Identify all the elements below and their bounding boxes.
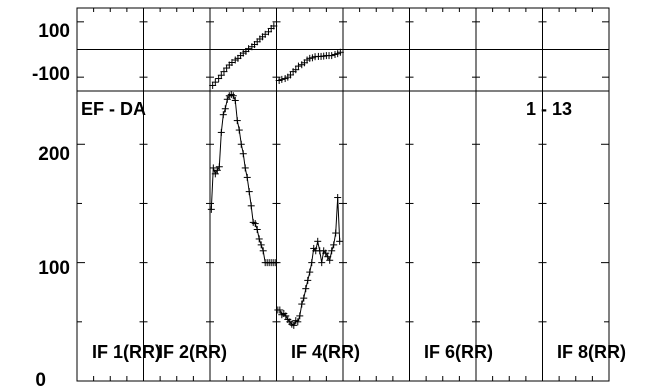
phase-point	[211, 78, 219, 86]
amplitude-line	[210, 94, 276, 264]
amplitude-y-axis: 200 100 0	[35, 144, 70, 388]
amplitude-point	[239, 150, 247, 158]
amplitude-point	[326, 256, 334, 264]
amplitude-point	[334, 194, 342, 202]
phase-point	[294, 62, 302, 70]
amplitude-point	[259, 247, 267, 255]
phase-series-1	[209, 22, 278, 89]
amplitude-point	[271, 259, 279, 267]
amplitude-point	[235, 126, 243, 134]
amplitude-point	[296, 312, 304, 320]
amplitude-point	[302, 285, 310, 293]
amplitude-point	[217, 128, 225, 136]
grid	[143, 8, 543, 381]
amplitude-point	[300, 294, 308, 302]
phase-point	[336, 48, 344, 56]
amplitude-point	[306, 268, 314, 276]
amplitude-point	[223, 95, 231, 103]
phase-point	[278, 75, 286, 83]
phase-ytick-label: -100	[32, 64, 70, 85]
amplitude-point	[229, 92, 237, 100]
phase-point	[292, 66, 300, 74]
amplitude-point	[304, 276, 312, 284]
amplitude-point	[257, 241, 265, 249]
amplitude-point	[241, 164, 249, 172]
amplitude-ytick-label: 100	[38, 258, 70, 279]
baseline-label: EF - DA	[81, 99, 146, 119]
amplitude-point	[282, 312, 290, 320]
amplitude-point	[245, 188, 253, 196]
amplitude-ytick-label: 200	[38, 144, 70, 165]
amplitude-point	[255, 235, 263, 243]
amplitude-point	[290, 321, 298, 329]
panel-label-if8: IF 8(RR)	[557, 342, 626, 362]
amplitude-point	[237, 140, 245, 148]
data-series	[207, 22, 344, 329]
amplitude-point	[314, 237, 322, 245]
panel-label-if4: IF 4(RR)	[291, 342, 360, 362]
amplitude-point	[324, 253, 332, 261]
phase-point	[270, 22, 278, 30]
amplitude-point	[332, 229, 340, 237]
amplitude-point	[336, 237, 344, 245]
amplitude-point	[207, 205, 215, 213]
phase-point	[217, 71, 225, 79]
amplitude-point	[233, 117, 241, 125]
phase-point	[220, 68, 228, 76]
phase-point	[328, 52, 336, 60]
phase-ytick-label: 100	[38, 21, 70, 42]
amplitude-point	[298, 300, 306, 308]
amplitude-line	[277, 197, 341, 327]
amplitude-series-2	[274, 194, 344, 329]
panel-label-if1: IF 1(RR)	[92, 342, 161, 362]
amplitude-point	[318, 259, 326, 267]
amplitude-point	[253, 225, 261, 233]
amplitude-point	[219, 111, 227, 119]
panel-label-if2: IF 2(RR)	[158, 342, 227, 362]
amplitude-point	[251, 220, 259, 228]
amplitude-point	[243, 173, 251, 181]
amplitude-point	[322, 249, 330, 257]
amplitude-point	[211, 170, 219, 178]
amplitude-series-1	[207, 91, 279, 267]
amplitude-point	[215, 163, 223, 171]
amplitude-point	[209, 164, 217, 172]
amplitude-point	[247, 202, 255, 210]
panel-label-if6: IF 6(RR)	[424, 342, 493, 362]
amplitude-point	[276, 306, 284, 314]
amplitude-point	[231, 96, 239, 104]
range-label: 1 - 13	[526, 99, 572, 119]
phase-series-2	[275, 48, 344, 84]
amplitude-point	[330, 241, 338, 249]
amplitude-ytick-label: 0	[35, 370, 46, 388]
phase-y-axis: 100 -100	[32, 21, 70, 85]
amplitude-point	[221, 105, 229, 113]
amplitude-point	[294, 318, 302, 326]
panel-labels: IF 1(RR) IF 2(RR) IF 4(RR) IF 6(RR) IF 8…	[92, 342, 626, 362]
amplitude-point	[328, 247, 336, 255]
amplitude-point	[213, 166, 221, 174]
amplitude-point	[308, 259, 316, 267]
